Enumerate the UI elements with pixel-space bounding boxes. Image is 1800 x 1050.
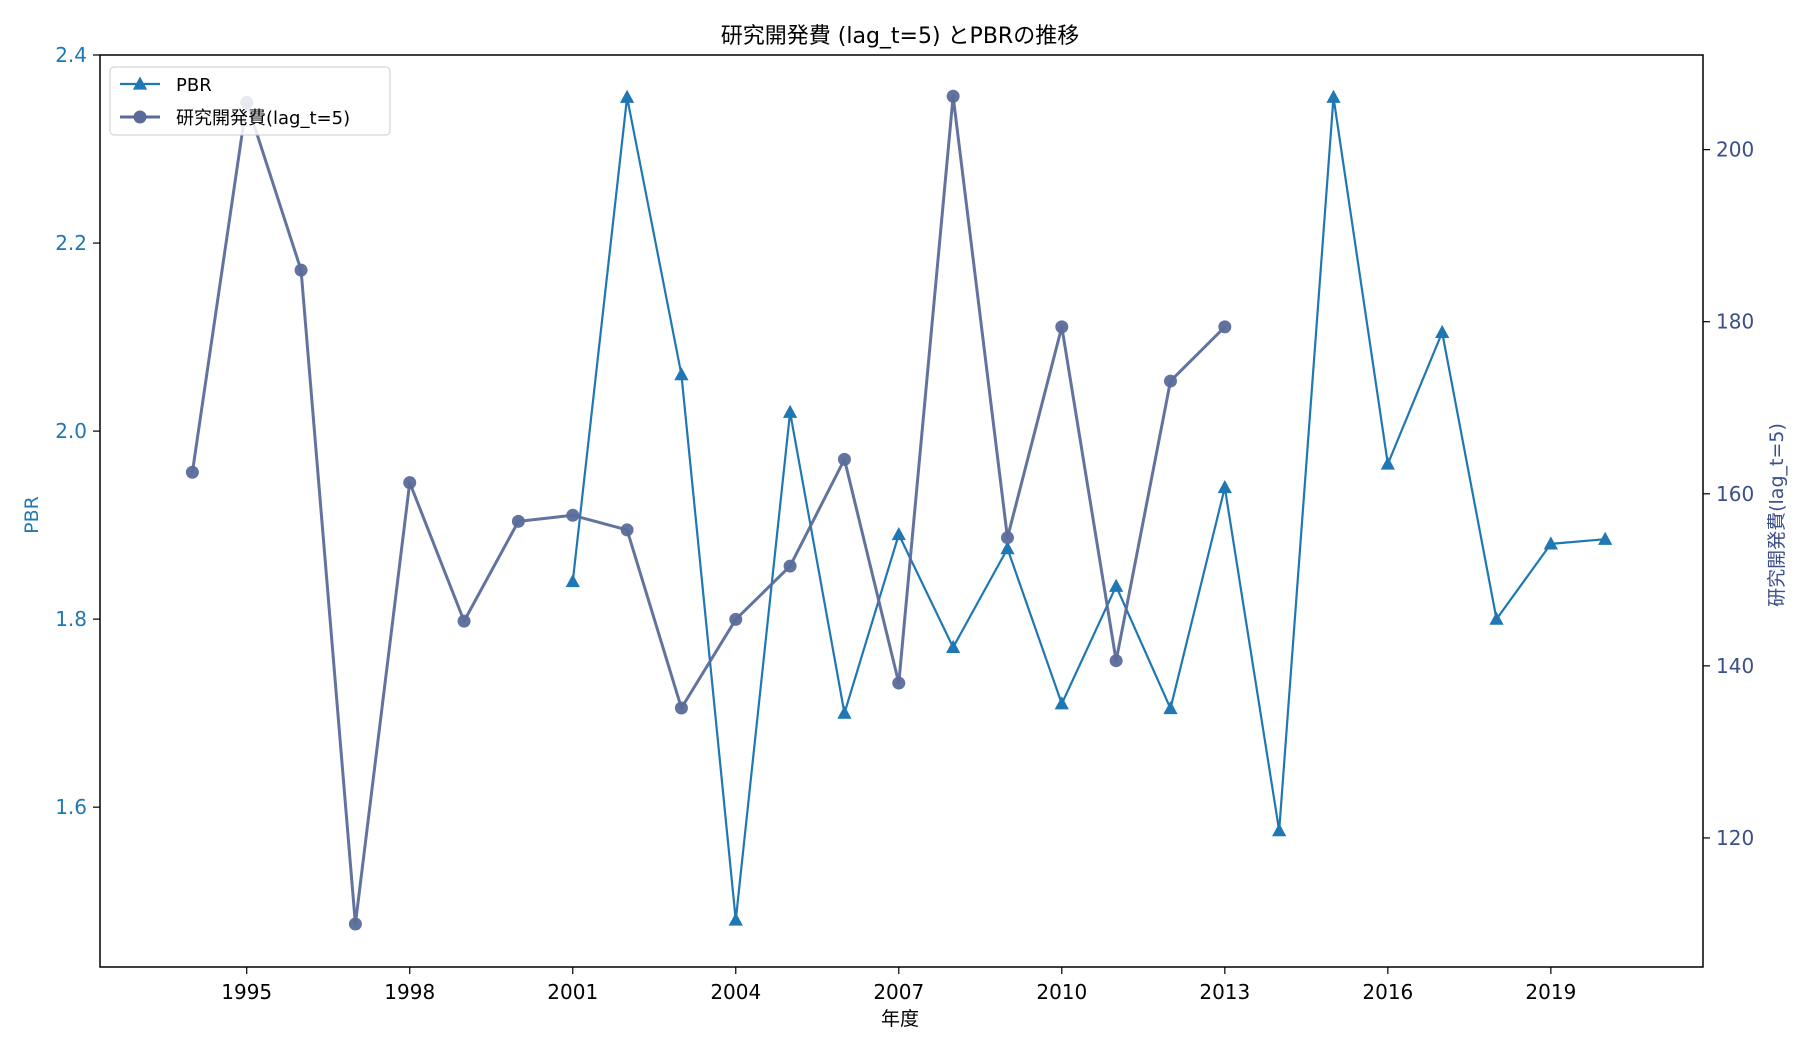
x-tick-label: 1995 (221, 980, 272, 1004)
pbr-point (1000, 541, 1015, 555)
pbr-point (1489, 611, 1504, 625)
x-tick-label: 2019 (1525, 980, 1576, 1004)
y-axis-left-label: PBR (21, 496, 43, 534)
pbr-point (1272, 823, 1287, 837)
pbr-point (728, 912, 743, 926)
y-right-tick-label: 160 (1716, 482, 1754, 506)
rd-point (511, 514, 525, 528)
legend-pbr-label: PBR (176, 75, 212, 96)
rd-point (185, 465, 199, 479)
y-right-tick-label: 200 (1716, 138, 1754, 162)
y-right-tick-label: 140 (1716, 654, 1754, 678)
rd-series-line (190, 94, 1226, 926)
y-right-tick-label: 120 (1716, 826, 1754, 850)
x-tick-label: 2013 (1199, 980, 1250, 1004)
chart-title: 研究開発費 (lag_t=5) とPBRの推移 (721, 24, 1079, 49)
y-axis-right-label: 研究開発費(lag_t=5) (1766, 423, 1788, 607)
rd-point (892, 676, 906, 690)
rd-point (294, 263, 308, 277)
x-tick-label: 2007 (873, 980, 924, 1004)
rd-point (403, 476, 417, 490)
x-tick-label: 1998 (384, 980, 435, 1004)
pbr-point (674, 367, 689, 381)
pbr-point (782, 404, 798, 418)
rd-point (783, 559, 797, 573)
y-left-tick-label: 1.8 (55, 607, 87, 631)
rd-point (1163, 374, 1177, 388)
axes-layer: 1995 1998 2001 2004 2007 2010 2013 2016 2019 1.6 1… (55, 43, 1754, 1004)
y-left-tick-label: 2.4 (55, 43, 87, 67)
x-tick-label: 2016 (1362, 980, 1413, 1004)
pbr-point (619, 89, 635, 103)
legend-rd-label: 研究開発費(lag_t=5) (176, 108, 350, 129)
rd-point (946, 89, 960, 103)
series-layer (185, 89, 1613, 931)
x-axis-label: 年度 (881, 1008, 919, 1030)
legend: PBR 研究開発費(lag_t=5) (109, 66, 391, 136)
x-tick-label: 2004 (710, 980, 761, 1004)
rd-point (1109, 654, 1123, 668)
pbr-point (891, 527, 906, 541)
pbr-point (945, 639, 961, 653)
x-tick-label: 2001 (547, 980, 598, 1004)
pbr-point (837, 705, 852, 719)
rd-point (1000, 531, 1014, 545)
rd-point (674, 701, 688, 715)
rd-point (729, 612, 743, 626)
legend-pbr-marker (132, 76, 148, 90)
pbr-point (1217, 479, 1232, 494)
rd-point (620, 523, 634, 537)
pbr-point (1435, 324, 1450, 338)
pbr-series-line (571, 96, 1606, 922)
plot-frame (99, 54, 1704, 968)
y-left-tick-label: 1.6 (55, 795, 87, 819)
pbr-point (1054, 696, 1069, 710)
rd-point (1055, 320, 1069, 334)
rd-point (457, 614, 471, 628)
pbr-point (1598, 531, 1613, 545)
y-right-tick-label: 180 (1716, 310, 1754, 334)
pbr-point (1543, 536, 1558, 550)
pbr-point (1109, 578, 1124, 592)
pbr-point (565, 574, 580, 588)
pbr-point (1163, 700, 1178, 715)
rd-point (1218, 320, 1232, 334)
rd-point (837, 452, 851, 466)
legend-box (109, 66, 391, 136)
pbr-point (1326, 89, 1341, 103)
rd-point (348, 917, 362, 931)
y-left-tick-label: 2.0 (55, 419, 87, 443)
y-left-tick-label: 2.2 (55, 231, 87, 255)
x-tick-label: 2010 (1036, 980, 1087, 1004)
pbr-point (1380, 456, 1395, 470)
legend-rd-marker (133, 110, 147, 124)
rd-point (566, 508, 580, 522)
